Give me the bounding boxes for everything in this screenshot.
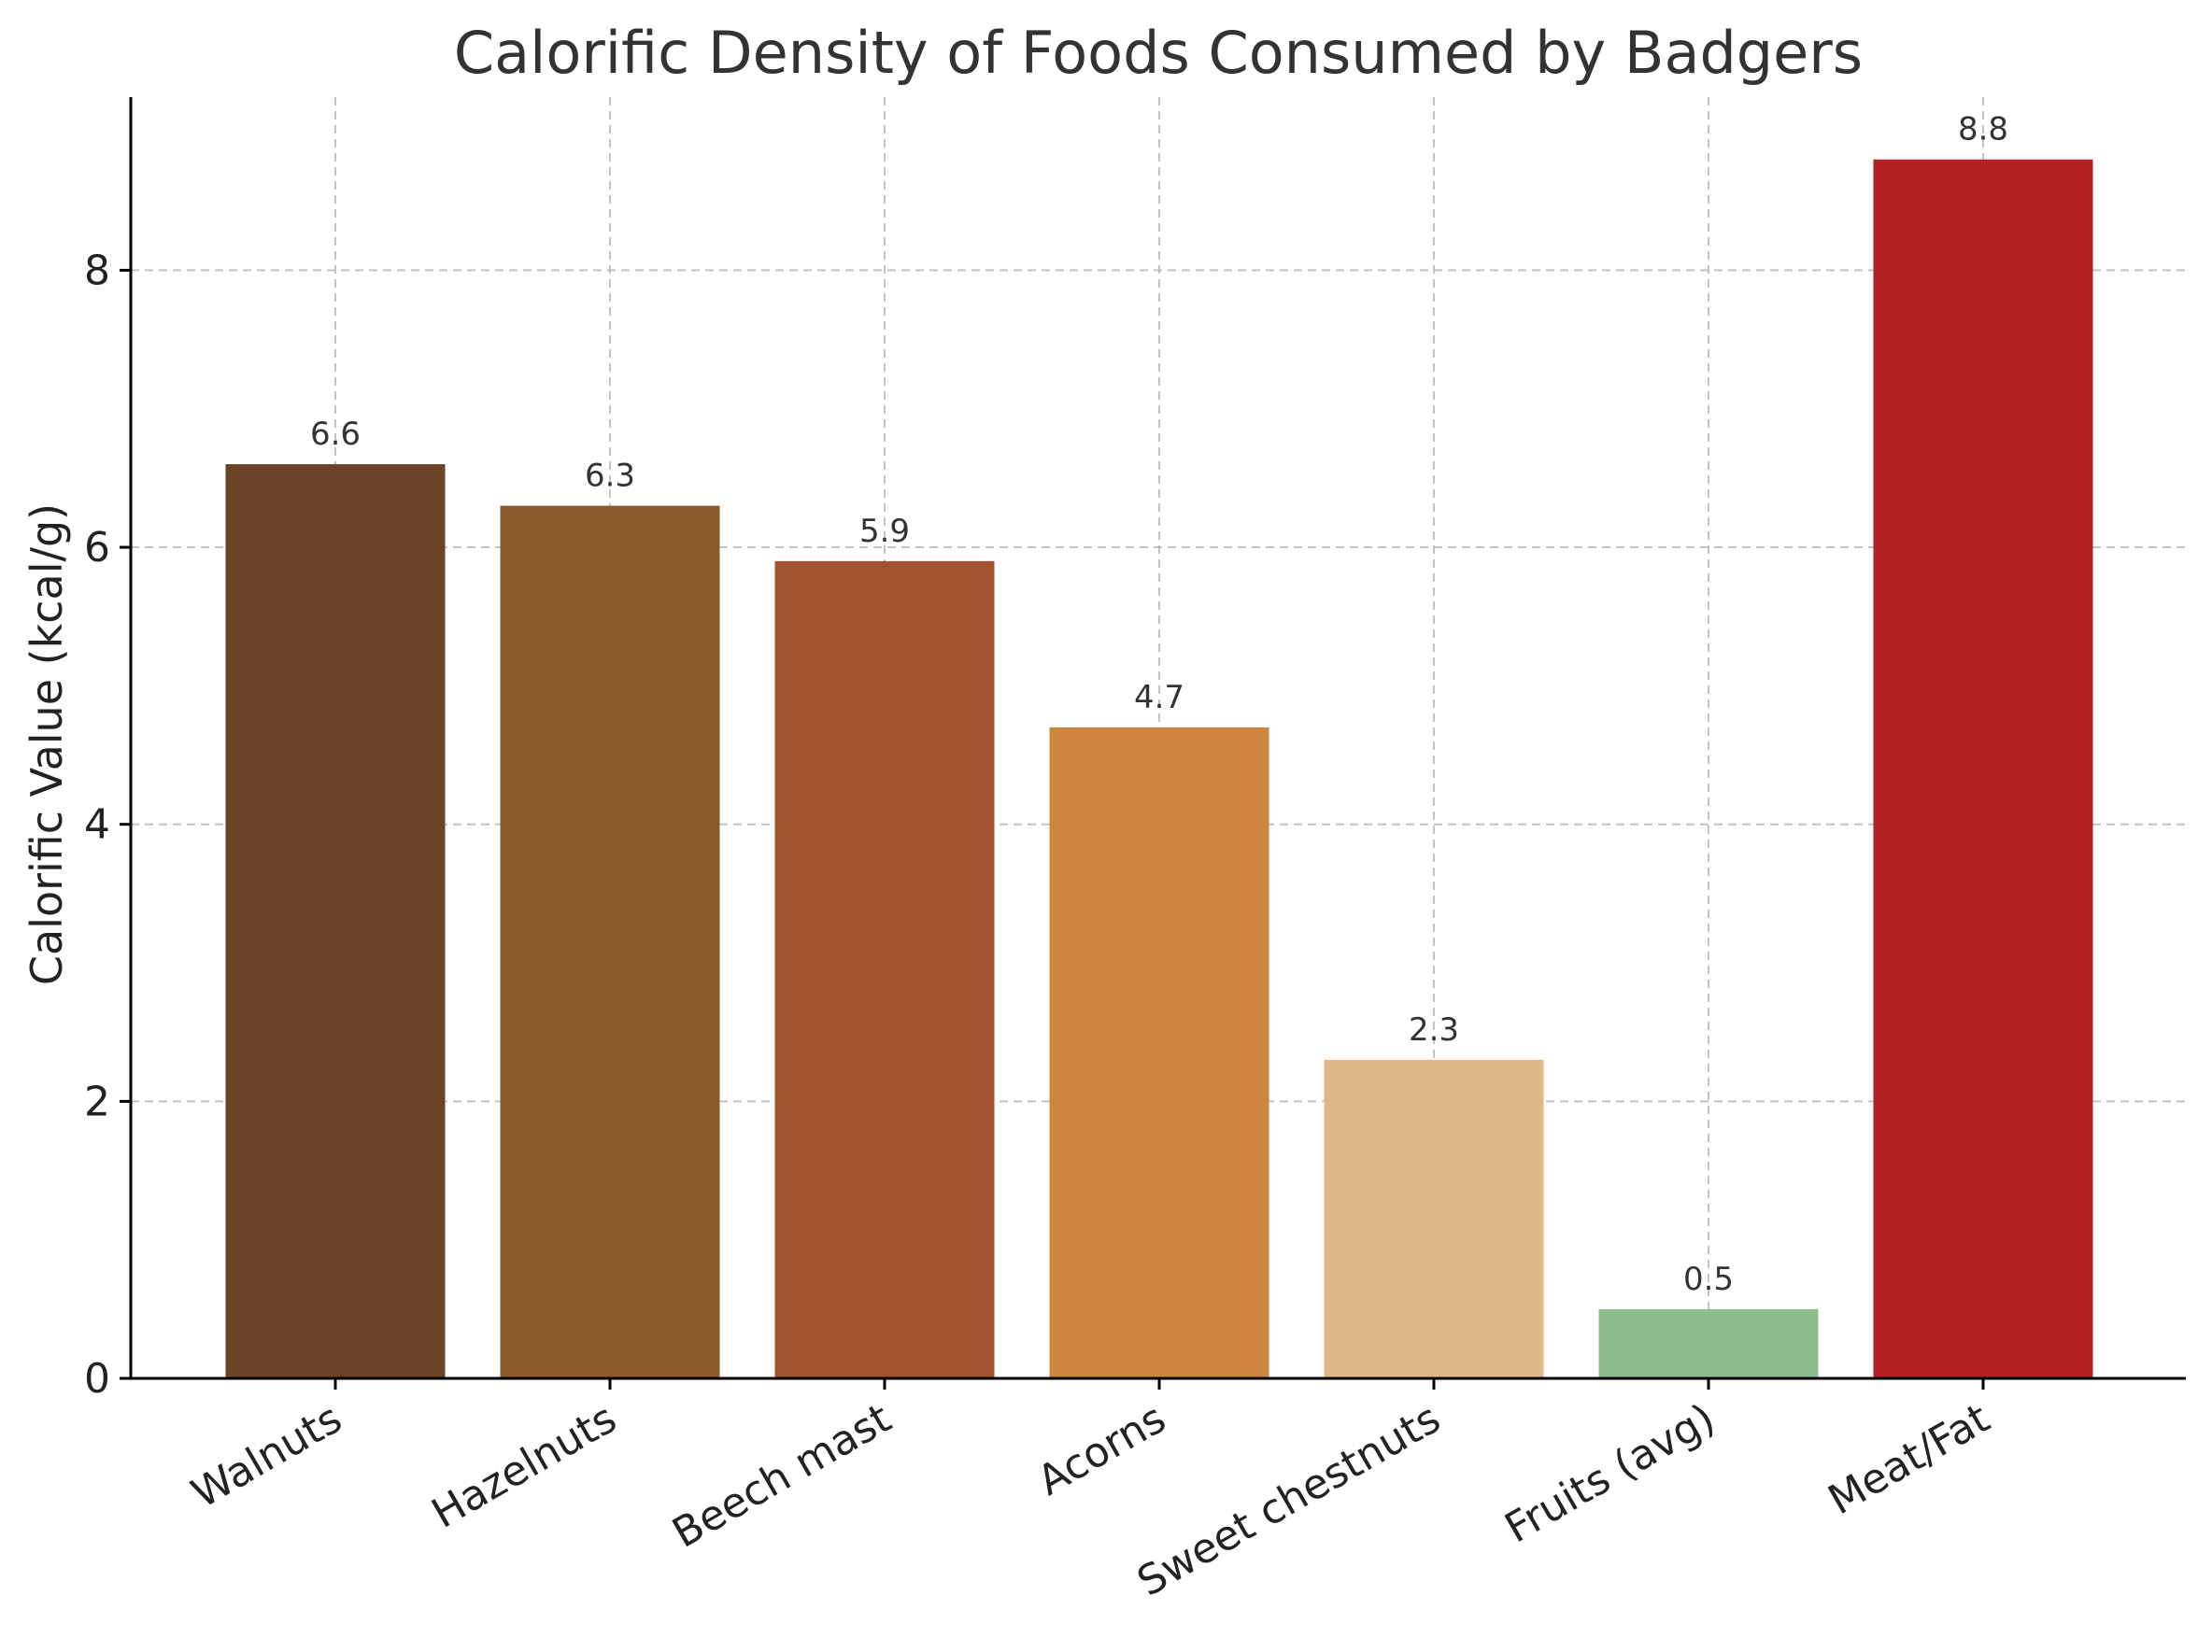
y-tick-label-3: 6 [84, 524, 110, 572]
bar-4 [1324, 1059, 1544, 1378]
x-tick-label-3: Acorns [1029, 1394, 1173, 1504]
x-tick-label-5: Fruits (avg) [1497, 1394, 1723, 1552]
bar-value-label-1: 6.3 [585, 458, 635, 495]
bar-6 [1873, 159, 2093, 1378]
chart-title: Calorific Density of Foods Consumed by B… [454, 19, 1863, 87]
bar-value-label-5: 0.5 [1683, 1261, 1734, 1298]
y-tick-label-2: 4 [84, 801, 110, 849]
x-tick-label-2: Beech mast [664, 1394, 899, 1557]
y-tick-label-0: 0 [84, 1355, 110, 1403]
bar-value-label-3: 4.7 [1134, 679, 1184, 716]
bar-1 [500, 505, 720, 1378]
bar-value-label-2: 5.9 [859, 513, 910, 550]
bar-value-label-0: 6.6 [310, 416, 361, 453]
bar-5 [1598, 1308, 1819, 1378]
x-tick-label-4: Sweet chestnuts [1129, 1394, 1448, 1605]
bar-value-labels: 6.6 6.3 5.9 4.7 2.3 0.5 8.8 [310, 111, 2008, 1298]
y-tick-label-1: 2 [84, 1078, 110, 1125]
bar-0 [225, 464, 446, 1378]
bar-value-label-4: 2.3 [1409, 1011, 1459, 1049]
x-tick-label-6: Meat/Fat [1821, 1394, 1998, 1524]
bar-2 [774, 560, 995, 1378]
bar-value-label-6: 8.8 [1958, 111, 2008, 148]
y-axis-ticks: 0 2 4 6 8 [84, 247, 131, 1403]
bar-3 [1049, 727, 1269, 1378]
bars [225, 159, 2093, 1378]
y-axis-label: Calorific Value (kcal/g) [21, 503, 72, 985]
x-tick-label-0: Walnuts [184, 1394, 350, 1518]
x-tick-label-1: Hazelnuts [424, 1394, 625, 1537]
y-tick-label-4: 8 [84, 247, 110, 294]
